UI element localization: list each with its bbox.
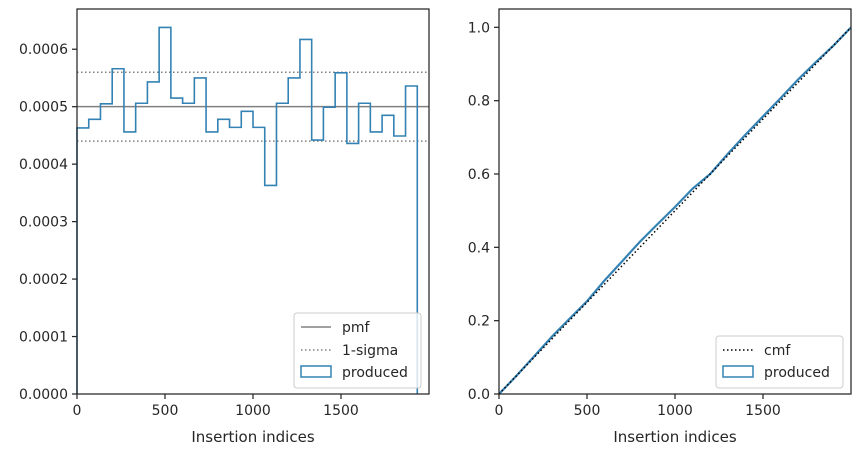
legend-sigma-label: 1-sigma — [342, 343, 398, 359]
right-xtick-label: 1000 — [657, 403, 693, 419]
left-xtick-label: 0 — [73, 403, 82, 419]
left-xtick-label: 1500 — [323, 403, 359, 419]
left-xtick-label: 1000 — [235, 403, 271, 419]
right-xtick-label: 1500 — [745, 403, 781, 419]
legend-produced-swatch-right — [722, 365, 754, 378]
legend-cmf-label: cmf — [764, 343, 791, 359]
produced-cumulative-line — [498, 26, 852, 395]
left-ytick-label: 0.0001 — [19, 330, 68, 346]
right-legend: cmf produced — [715, 335, 844, 389]
legend-pmf-label: pmf — [342, 320, 371, 336]
left-ytick-label: 0.0003 — [19, 215, 68, 231]
cmf-panel: 0 500 1000 1500 0.0 0.2 0.4 0.6 0.8 1.0 Insertion… — [468, 8, 852, 446]
right-legend-box — [715, 335, 844, 389]
left-plot-area — [76, 26, 429, 394]
left-legend: pmf 1-sigma produced — [293, 312, 422, 389]
right-ytick-label: 1.0 — [468, 20, 490, 36]
left-ytick-label: 0.0004 — [19, 157, 68, 173]
left-ytick-label: 0.0002 — [19, 272, 68, 288]
legend-produced-label-right: produced — [764, 365, 830, 381]
right-ytick-label: 0.0 — [468, 387, 490, 403]
left-xtick-label: 500 — [152, 403, 179, 419]
produced-histogram-step — [76, 26, 419, 394]
left-ytick-label: 0.0006 — [19, 42, 68, 58]
cmf-line — [498, 26, 852, 395]
left-x-axis-label: Insertion indices — [191, 428, 314, 446]
right-ytick-label: 0.6 — [468, 167, 490, 183]
right-ytick-label: 0.4 — [468, 240, 490, 256]
right-xtick-label: 0 — [495, 403, 504, 419]
left-legend-box — [293, 312, 422, 389]
right-ytick-label: 0.8 — [468, 94, 490, 110]
legend-produced-label: produced — [342, 365, 408, 381]
right-ytick-label: 0.2 — [468, 314, 490, 330]
right-plot-area — [498, 26, 852, 395]
pmf-histogram-panel: 0 500 1000 1500 0.0000 0.0001 0.0002 0.0003 0.00… — [19, 8, 430, 446]
legend-produced-swatch — [300, 365, 332, 378]
right-xtick-label: 500 — [574, 403, 601, 419]
left-ticks: 0 500 1000 1500 0.0000 0.0001 0.0002 0.0003 0.00… — [19, 42, 359, 419]
right-x-axis-label: Insertion indices — [613, 428, 736, 446]
right-ticks: 0 500 1000 1500 0.0 0.2 0.4 0.6 0.8 1.0 — [468, 20, 781, 419]
left-ytick-label: 0.0000 — [19, 387, 68, 403]
left-ytick-label: 0.0005 — [19, 100, 68, 116]
